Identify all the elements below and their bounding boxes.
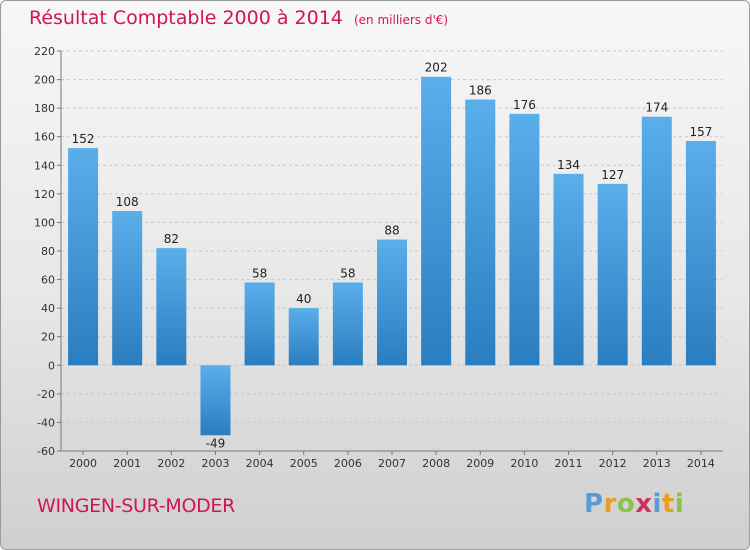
logo-letter: t [661, 489, 675, 519]
bar [68, 148, 99, 366]
data-label: 176 [513, 98, 536, 112]
proxiti-logo: Proxiti [584, 489, 684, 519]
data-label: 186 [469, 84, 492, 98]
bar [421, 76, 452, 366]
y-tick-label: 220 [34, 45, 55, 58]
x-tick-label: 2006 [334, 457, 362, 470]
bar [685, 141, 716, 366]
y-tick-label: 140 [34, 159, 55, 172]
bar [377, 239, 407, 366]
y-tick-label: 180 [34, 102, 55, 115]
bar [112, 211, 143, 366]
data-label: 58 [340, 266, 355, 280]
x-tick-label: 2014 [687, 457, 715, 470]
data-label: 40 [296, 292, 311, 306]
data-label: 157 [689, 125, 712, 139]
unit-text: (en milliers d'€) [353, 13, 449, 27]
bar [200, 365, 231, 436]
data-label: 174 [645, 101, 668, 115]
logo-letter: P [584, 489, 604, 519]
x-tick-label: 2013 [643, 457, 671, 470]
title-text: Résultat Comptable 2000 à 2014 [29, 7, 343, 29]
x-tick-label: 2012 [599, 457, 627, 470]
data-label: 202 [425, 61, 448, 75]
x-tick-label: 2004 [246, 457, 274, 470]
bar [465, 99, 496, 366]
data-label: 82 [164, 232, 179, 246]
y-tick-label: 200 [34, 74, 55, 87]
y-tick-label: 20 [41, 331, 55, 344]
x-tick-label: 2008 [422, 457, 450, 470]
bar [332, 282, 363, 366]
x-tick-label: 2003 [201, 457, 229, 470]
x-tick-label: 2000 [69, 457, 97, 470]
logo-letter: o [616, 489, 636, 519]
data-label: 88 [384, 224, 399, 238]
y-tick-label: 0 [48, 359, 55, 372]
x-tick-label: 2009 [466, 457, 494, 470]
logo-letter: i [674, 489, 685, 519]
y-tick-label: 120 [34, 188, 55, 201]
bar [553, 173, 584, 366]
logo-letter: i [652, 489, 662, 519]
logo-letter: r [603, 489, 617, 519]
x-tick-label: 2010 [510, 457, 538, 470]
chart-title: Résultat Comptable 2000 à 2014 (en milli… [29, 7, 448, 29]
bar [244, 282, 275, 366]
data-label: 108 [116, 195, 139, 209]
bar [156, 248, 187, 366]
data-label: -49 [206, 436, 226, 450]
data-label: 152 [72, 132, 95, 146]
y-tick-label: -20 [37, 388, 55, 401]
data-label: 134 [557, 158, 580, 172]
data-label: 127 [601, 168, 624, 182]
data-label: 58 [252, 266, 267, 280]
bar [509, 113, 540, 366]
x-tick-label: 2011 [555, 457, 583, 470]
y-tick-label: 100 [34, 216, 55, 229]
x-tick-label: 2007 [378, 457, 406, 470]
x-tick-label: 2001 [113, 457, 141, 470]
y-tick-label: -60 [37, 445, 55, 458]
bar [641, 116, 672, 366]
y-tick-label: 80 [41, 245, 55, 258]
bar [288, 308, 319, 366]
y-tick-label: 40 [41, 302, 55, 315]
logo-letter: x [635, 489, 653, 519]
x-tick-label: 2005 [290, 457, 318, 470]
commune-name: WINGEN-SUR-MODER [37, 495, 236, 517]
y-tick-label: -40 [37, 416, 55, 429]
y-tick-label: 60 [41, 274, 55, 287]
y-tick-label: 160 [34, 131, 55, 144]
x-tick-label: 2002 [157, 457, 185, 470]
bar [597, 183, 628, 366]
